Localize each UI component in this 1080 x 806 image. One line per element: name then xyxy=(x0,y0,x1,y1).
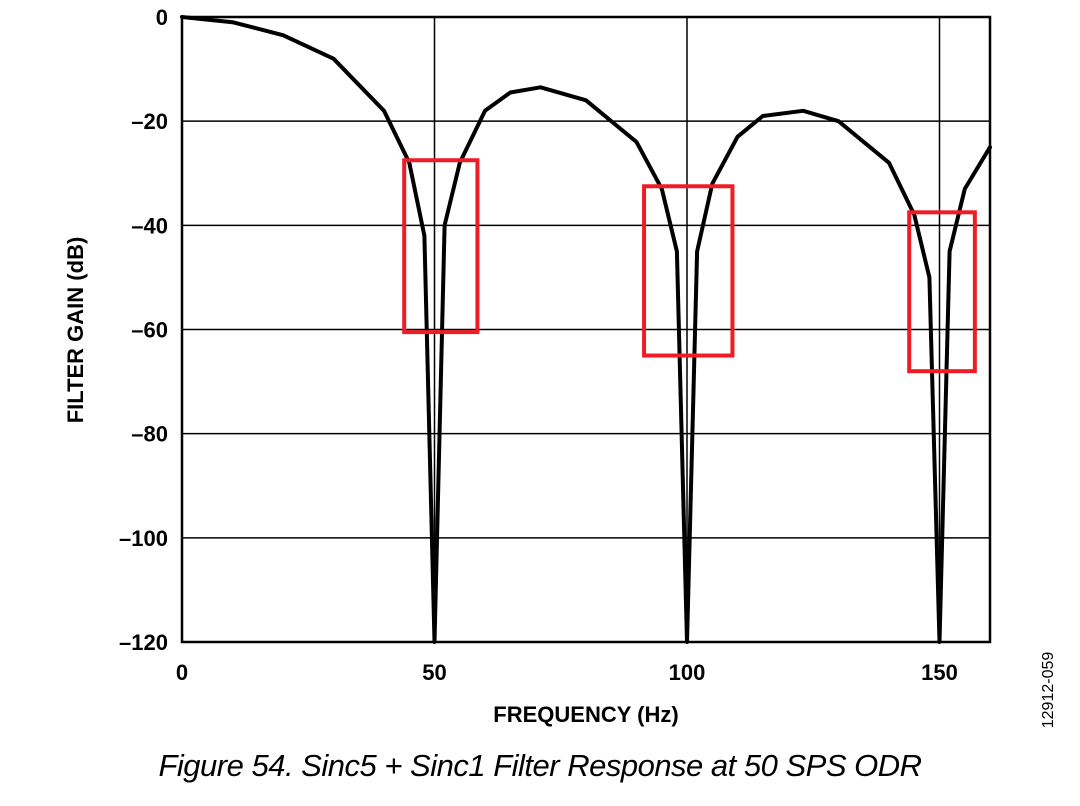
x-tick-label: 50 xyxy=(422,660,446,685)
y-tick-labels: 0 –20 –40 –60 –80 –100 –120 xyxy=(119,5,168,655)
x-axis-title: FREQUENCY (Hz) xyxy=(493,702,678,727)
y-gridlines xyxy=(182,120,990,539)
highlight-boxes xyxy=(402,158,977,374)
y-tick-label: –120 xyxy=(119,630,168,655)
x-tick-labels: 0 50 100 150 xyxy=(176,660,958,685)
highlight-box xyxy=(907,210,977,374)
figure-id: 12912-059 xyxy=(1040,652,1057,729)
y-tick-label: –100 xyxy=(119,526,168,551)
y-tick-label: –40 xyxy=(131,213,168,238)
plot-area-frame xyxy=(180,15,992,644)
y-tick-label: –20 xyxy=(131,109,168,134)
response-curve xyxy=(180,15,992,644)
x-tick-label: 0 xyxy=(176,660,188,685)
x-tick-label: 100 xyxy=(669,660,706,685)
y-tick-label: –60 xyxy=(131,318,168,343)
y-tick-label: 0 xyxy=(156,5,168,30)
y-axis-title: FILTER GAIN (dB) xyxy=(63,237,88,424)
y-tick-label: –80 xyxy=(131,422,168,447)
series-group xyxy=(180,15,992,644)
highlight-box xyxy=(402,158,480,335)
highlight-box xyxy=(642,184,735,358)
figure-caption: Figure 54. Sinc5 + Sinc1 Filter Response… xyxy=(158,748,922,783)
x-tick-label: 150 xyxy=(921,660,958,685)
